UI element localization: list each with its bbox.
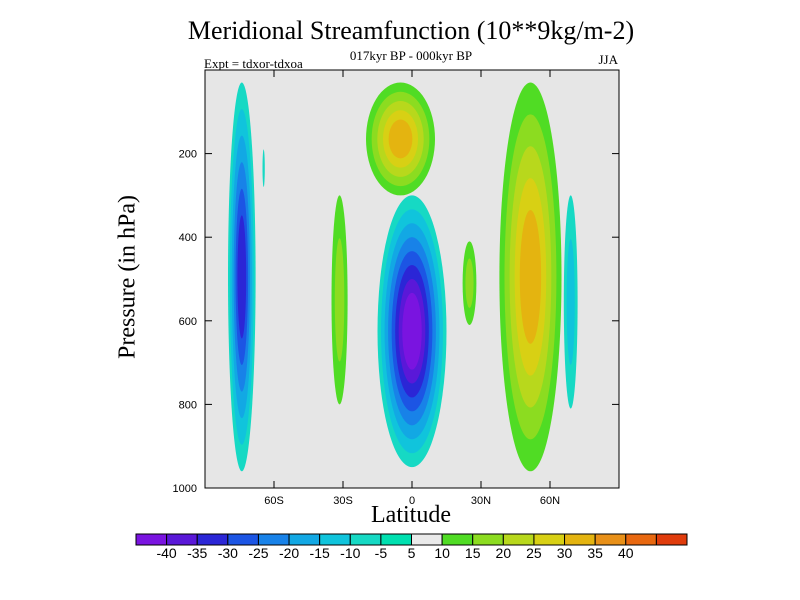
colorbar-swatch (166, 533, 198, 546)
colorbar-label: -30 (218, 545, 238, 561)
colorbar-swatch (502, 533, 535, 546)
colorbar-swatch (135, 533, 168, 546)
colorbar: -40 -35 -30 -25 -20 -15 -10 -5 5 10 15 20 25 30 35 40 (135, 533, 688, 561)
colorbar-swatch (441, 533, 474, 546)
chart-subtitle: 017kyr BP - 000kyr BP (349, 48, 473, 63)
colorbar-label: -25 (248, 545, 268, 561)
contour-southern-negative-column-level-6 (237, 215, 247, 339)
colorbar-label: -15 (310, 545, 330, 561)
colorbar-label: 15 (465, 545, 481, 561)
colorbar-swatch (196, 533, 229, 546)
y-tick-label: 400 (179, 232, 197, 244)
contour-equatorial-negative-cell-level-8 (402, 292, 422, 370)
x-axis-label: Latitude (371, 502, 451, 528)
contour-northern-midlatitude-positive-level-5 (519, 210, 542, 344)
colorbar-swatch (655, 533, 688, 546)
axis-ticks: 60S 30S 0 30N 60N 200 400 600 800 1000 (173, 70, 619, 507)
season-annotation: JJA (598, 52, 618, 67)
colorbar-label: 20 (496, 545, 512, 561)
contour-northern-negative-strip-level-2 (566, 239, 575, 365)
colorbar-label: 35 (587, 545, 603, 561)
contour-fills (228, 82, 578, 472)
y-tick-label: 1000 (173, 483, 197, 495)
colorbar-label: -10 (340, 545, 360, 561)
colorbar-swatch (411, 533, 443, 546)
colorbar-swatch (533, 533, 566, 546)
x-tick-label: 30N (471, 495, 491, 507)
y-tick-label: 800 (179, 399, 197, 411)
colorbar-swatch (227, 533, 259, 546)
colorbar-swatch (625, 533, 657, 546)
colorbar-label: 30 (557, 545, 573, 561)
contour-northern-subtropical-positive-level-2 (465, 258, 474, 308)
colorbar-label: -40 (156, 545, 176, 561)
contour-upper-tropical-positive-cells-level-5 (388, 119, 413, 159)
colorbar-swatch (257, 533, 290, 546)
x-tick-label: 0 (409, 495, 415, 507)
colorbar-label: -20 (279, 545, 299, 561)
y-tick-label: 600 (179, 316, 197, 328)
colorbar-label: 5 (408, 545, 416, 561)
experiment-annotation: Expt = tdxor-tdxoa (204, 56, 303, 71)
colorbar-swatch (564, 533, 596, 546)
contour-southern-subtropical-positive-level-2 (334, 238, 345, 362)
colorbar-swatch (319, 533, 351, 546)
colorbar-label: -5 (375, 545, 388, 561)
y-tick-label: 200 (179, 149, 197, 161)
chart-title: Meridional Streamfunction (10**9kg/m-2) (187, 16, 635, 45)
colorbar-label: 40 (618, 545, 634, 561)
colorbar-label: -35 (187, 545, 207, 561)
x-tick-label: 60S (264, 495, 284, 507)
x-tick-label: 30S (333, 495, 353, 507)
colorbar-swatch (472, 533, 504, 546)
colorbar-swatch (594, 533, 627, 546)
colorbar-label: 25 (526, 545, 542, 561)
x-tick-label: 60N (540, 495, 560, 507)
colorbar-swatch (288, 533, 321, 546)
colorbar-swatch (349, 533, 382, 546)
colorbar-swatch (380, 533, 412, 546)
colorbar-label: 10 (434, 545, 450, 561)
contour-southern-small-positive-level-1 (262, 149, 265, 188)
